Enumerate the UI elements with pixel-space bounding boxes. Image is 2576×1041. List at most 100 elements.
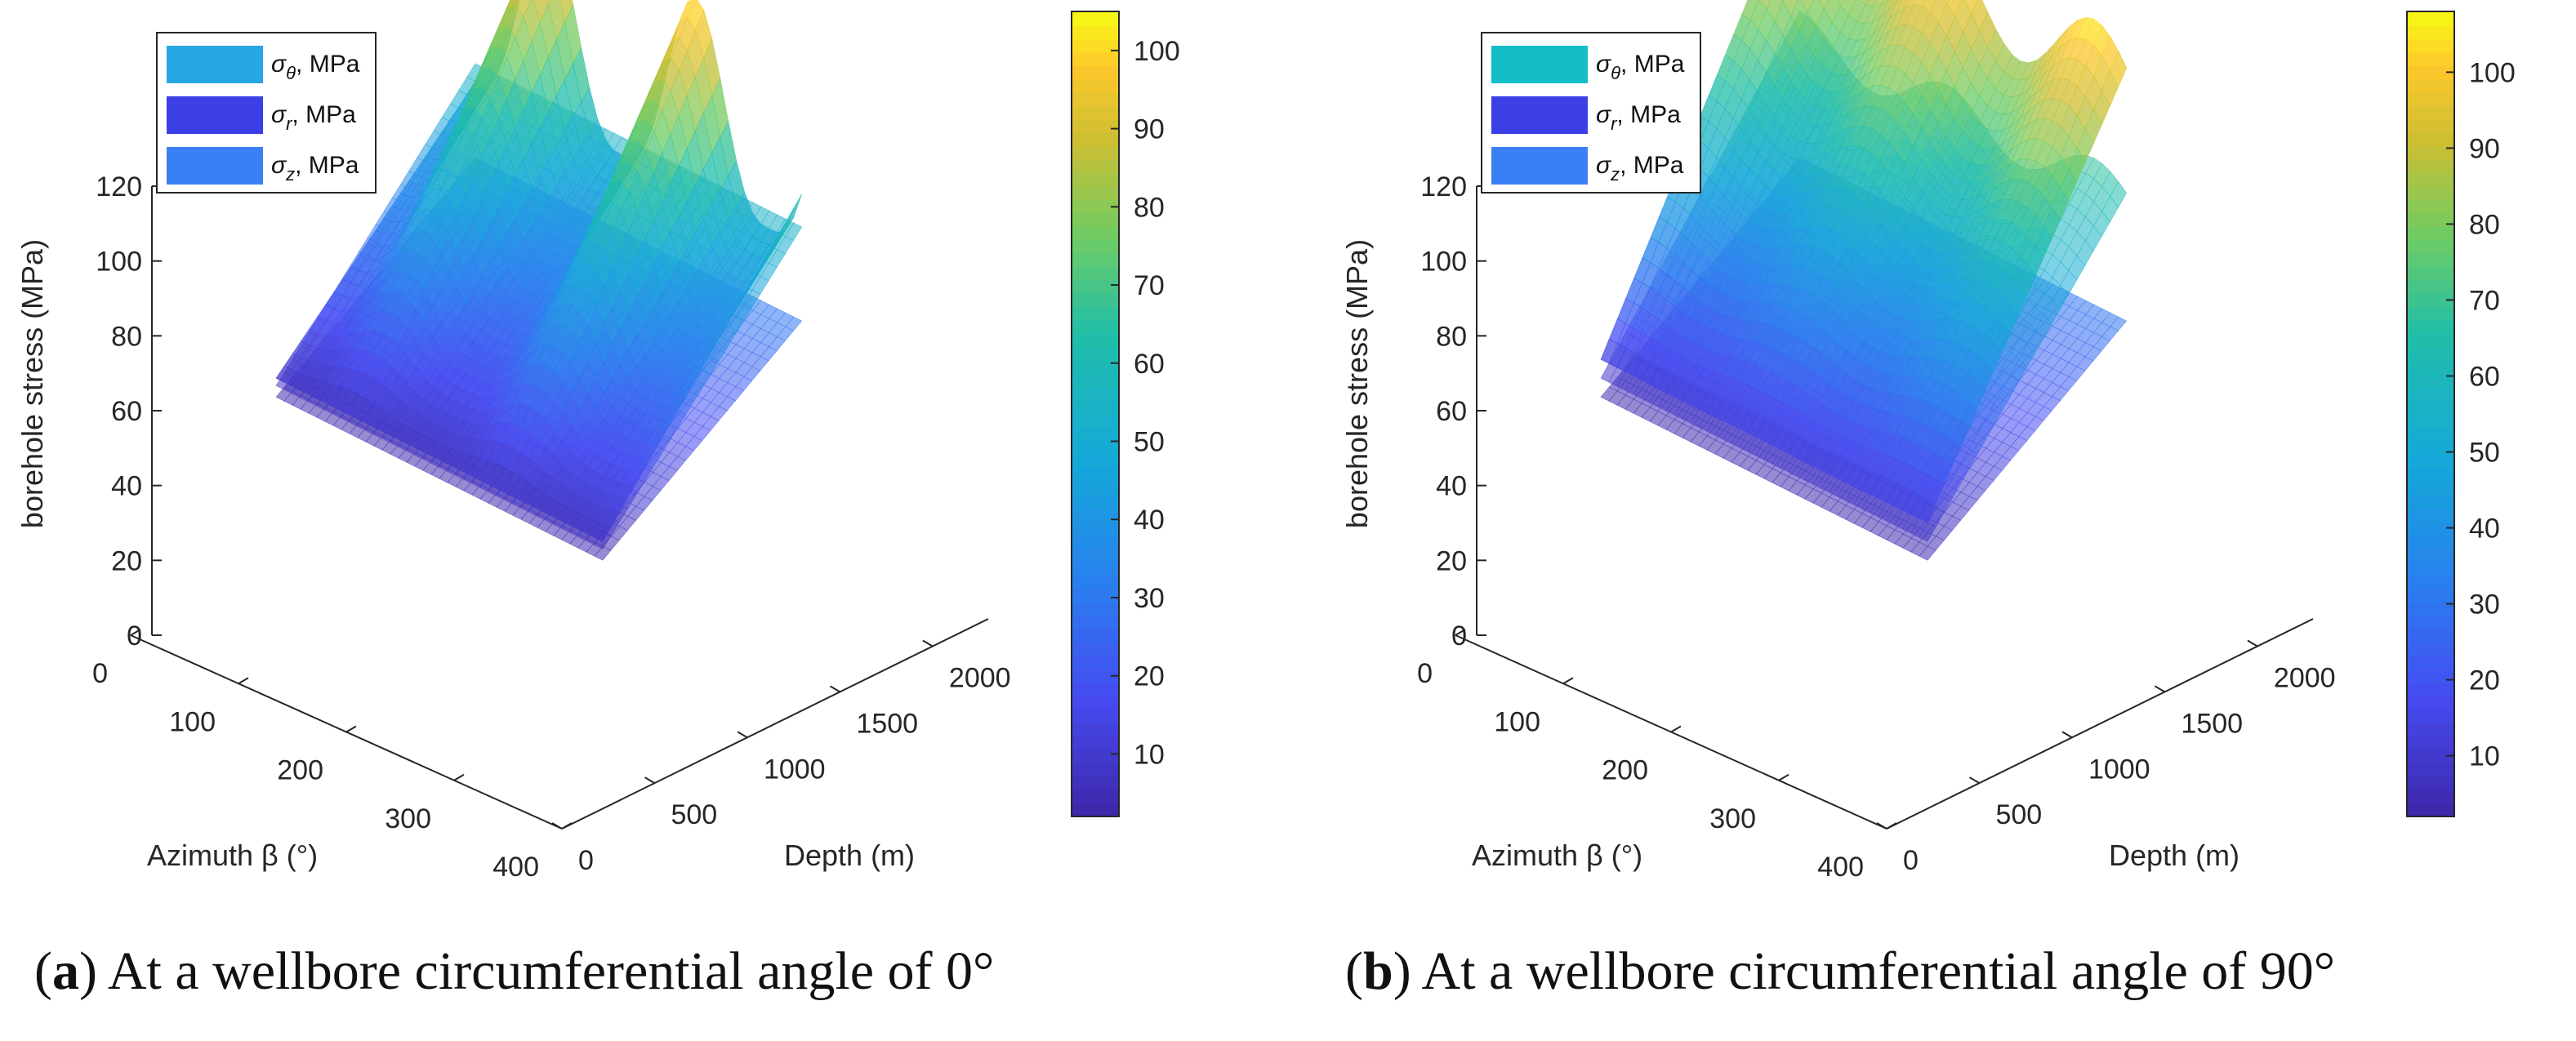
colorbar-tick-label: 50 bbox=[1134, 427, 1165, 458]
y-tick-label: 1000 bbox=[764, 754, 826, 785]
z-tick-label: 60 bbox=[111, 396, 142, 427]
colorbar-swatch bbox=[1072, 508, 1119, 523]
x-tick-mark bbox=[1778, 773, 1789, 781]
z-tick-label: 40 bbox=[111, 471, 142, 502]
panel-b: 0 20 40 60 80 100 120 borehole stress (MPa) 0 100… bbox=[1288, 0, 2576, 1041]
colorbar-swatch bbox=[1072, 185, 1119, 201]
colorbar-swatch bbox=[1072, 333, 1119, 348]
x-tick-label: 200 bbox=[277, 755, 323, 786]
x-tick-label: 300 bbox=[385, 803, 431, 834]
y-tick-mark bbox=[2154, 685, 2165, 693]
y-tick-mark bbox=[829, 685, 840, 693]
y-tick-label: 2000 bbox=[949, 663, 1011, 694]
colorbar-swatch bbox=[1072, 319, 1119, 335]
y-tick-label: 1500 bbox=[2181, 708, 2243, 739]
y-tick-mark bbox=[737, 731, 748, 739]
y-tick-mark bbox=[2061, 731, 2073, 739]
colorbar-swatch bbox=[1072, 65, 1119, 80]
legend-unit: , MPa bbox=[292, 101, 356, 128]
x-tick-label: 0 bbox=[1417, 658, 1433, 689]
x-tick-label: 0 bbox=[92, 658, 108, 689]
x-tick-mark bbox=[1455, 629, 1466, 636]
y-tick-label: 1000 bbox=[2088, 754, 2150, 785]
colorbar-swatch bbox=[1072, 494, 1119, 509]
colorbar-tick-label: 20 bbox=[1134, 661, 1165, 692]
z-axis-label: borehole stress (MPa) bbox=[1340, 239, 1374, 528]
surfaces bbox=[275, 0, 803, 561]
colorbar-tick-label: 90 bbox=[1134, 114, 1165, 145]
colorbar-swatch bbox=[1072, 387, 1119, 402]
colorbar-swatch bbox=[1072, 414, 1119, 429]
colorbar-swatch bbox=[1072, 655, 1119, 670]
colorbar-swatch bbox=[1072, 279, 1119, 295]
z-tick-label: 120 bbox=[96, 171, 142, 202]
colorbar-tick-label: 70 bbox=[1134, 270, 1165, 301]
x-tick-label: 400 bbox=[492, 852, 539, 883]
y-tick-label: 0 bbox=[578, 845, 594, 876]
colorbar-swatch bbox=[1072, 199, 1119, 214]
colorbar-swatch bbox=[1072, 763, 1119, 777]
y-tick-label: 0 bbox=[1903, 845, 1919, 876]
y-tick-mark bbox=[1968, 776, 1980, 784]
y-axis-label: Depth (m) bbox=[784, 839, 915, 872]
colorbar-swatch bbox=[1072, 709, 1119, 723]
legend-unit: , MPa bbox=[296, 51, 360, 78]
colorbar-swatch bbox=[1072, 145, 1119, 160]
z-tick-label: 100 bbox=[1420, 247, 1467, 278]
caption-a: (a) At a wellbore circumferential angle … bbox=[34, 941, 995, 1001]
colorbar-swatch bbox=[1072, 400, 1119, 415]
colorbar-swatch bbox=[1072, 266, 1119, 281]
colorbar-swatch bbox=[1072, 11, 1119, 26]
colorbar-tick-label: 100 bbox=[1134, 36, 1180, 67]
colorbar-tick-label: 30 bbox=[1134, 583, 1165, 614]
sigma-theta-surface bbox=[1600, 0, 2128, 523]
colorbar-swatch bbox=[1072, 172, 1119, 187]
colorbar-swatch bbox=[1072, 790, 1119, 804]
legend-label: σz, MPa bbox=[271, 152, 359, 185]
x-axis-label: Azimuth β (°) bbox=[147, 839, 318, 872]
colorbar-swatch bbox=[1072, 131, 1119, 147]
legend-symbol: σ bbox=[271, 152, 287, 179]
legend-subscript: z bbox=[285, 164, 295, 185]
colorbar-swatch bbox=[1072, 252, 1119, 268]
colorbar-swatch bbox=[1072, 776, 1119, 791]
legend-swatch bbox=[167, 46, 263, 83]
legend-unit: , MPa bbox=[295, 152, 359, 179]
colorbar-tick-label: 60 bbox=[1134, 349, 1165, 380]
z-tick-label: 20 bbox=[1436, 545, 1467, 576]
y-tick-label: 1500 bbox=[856, 708, 918, 739]
legend-symbol: σ bbox=[271, 51, 287, 78]
colorbar-frame bbox=[1071, 11, 1120, 817]
colorbar-swatch bbox=[1072, 105, 1119, 120]
sigma-r-patch bbox=[1919, 545, 1936, 561]
sigma-r-patch bbox=[594, 545, 612, 561]
y-axis-line bbox=[561, 618, 989, 830]
z-tick-label: 80 bbox=[111, 321, 142, 352]
colorbar-swatch bbox=[1072, 158, 1119, 174]
colorbar-swatch bbox=[1072, 51, 1119, 66]
colorbar-swatch bbox=[1072, 38, 1119, 53]
x-axis-label: Azimuth β (°) bbox=[1472, 839, 1642, 872]
y-axis-label: Depth (m) bbox=[2109, 839, 2240, 872]
x-tick-mark bbox=[1670, 725, 1682, 733]
colorbar-swatch bbox=[1072, 346, 1119, 362]
colorbar-swatch bbox=[1072, 602, 1119, 616]
legend-subscript: θ bbox=[286, 63, 296, 83]
z-tick-label: 20 bbox=[111, 545, 142, 576]
z-tick-label: 120 bbox=[1420, 171, 1467, 202]
colorbar-swatch bbox=[1072, 78, 1119, 93]
y-tick-label: 2000 bbox=[2274, 663, 2336, 694]
colorbar-tick-label: 80 bbox=[1134, 192, 1165, 223]
colorbar-swatch bbox=[1072, 467, 1119, 483]
legend-swatch bbox=[167, 147, 263, 185]
colorbar-swatch bbox=[1072, 440, 1119, 456]
colorbar-swatch bbox=[1072, 534, 1119, 549]
colorbar-swatch bbox=[1072, 481, 1119, 496]
colorbar-swatch bbox=[1072, 293, 1119, 308]
colorbar-swatch bbox=[1072, 118, 1119, 133]
